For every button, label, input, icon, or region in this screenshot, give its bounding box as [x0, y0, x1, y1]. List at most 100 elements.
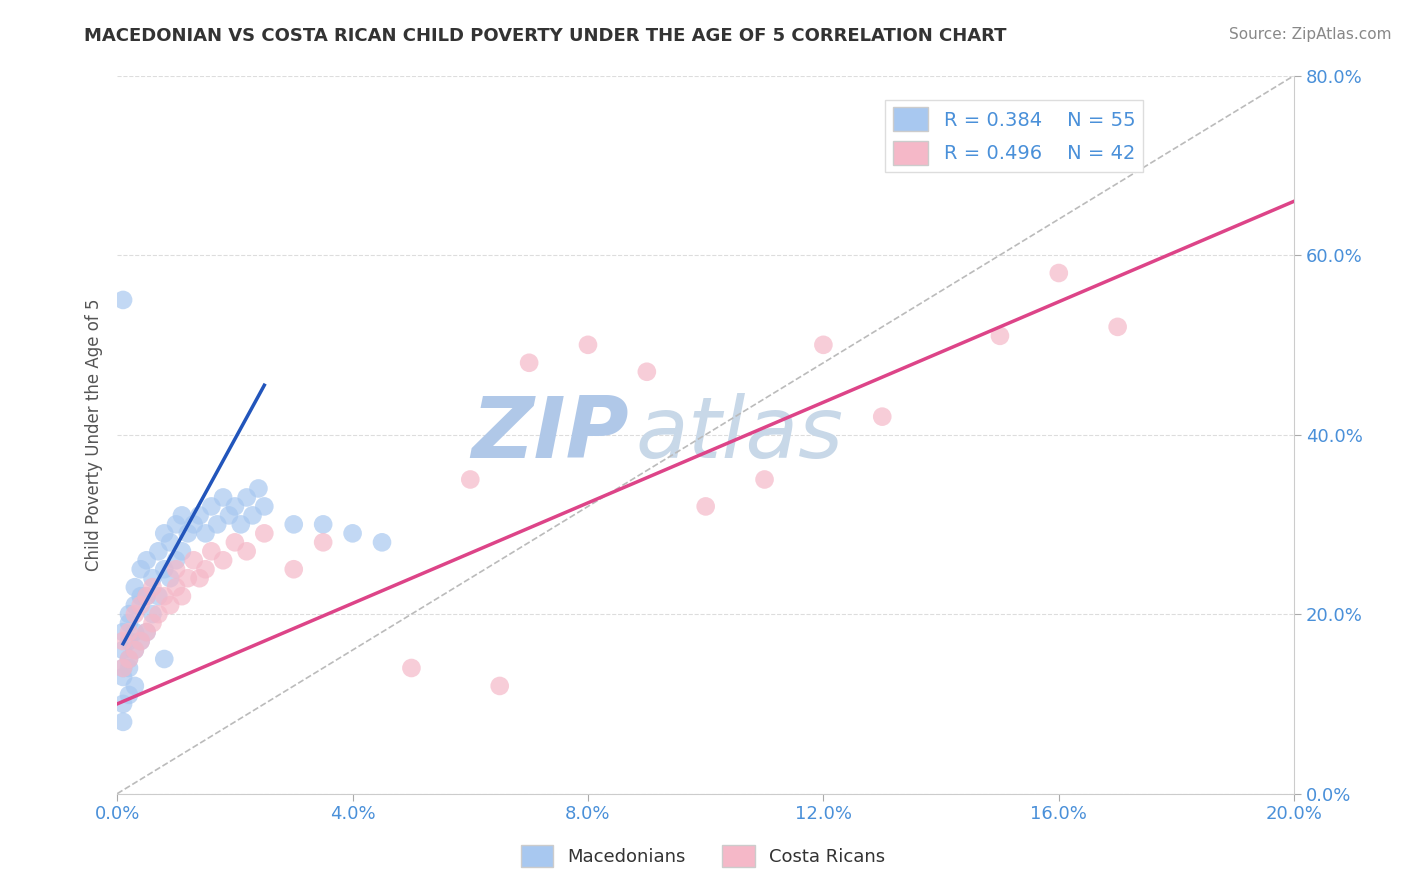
Point — [124, 598, 146, 612]
Point — [112, 697, 135, 711]
Point — [129, 589, 152, 603]
Point — [153, 589, 176, 603]
Point — [488, 679, 510, 693]
Point — [118, 625, 141, 640]
Point — [188, 508, 211, 523]
Point — [129, 562, 152, 576]
Point — [235, 491, 257, 505]
Point — [148, 607, 170, 621]
Point — [118, 616, 141, 631]
Point — [124, 580, 146, 594]
Point — [153, 562, 176, 576]
Point — [183, 517, 205, 532]
Point — [636, 365, 658, 379]
Point — [401, 661, 423, 675]
Point — [165, 553, 187, 567]
Point — [170, 589, 193, 603]
Point — [177, 526, 200, 541]
Point — [129, 598, 152, 612]
Point — [141, 607, 163, 621]
Point — [200, 500, 222, 514]
Point — [165, 517, 187, 532]
Point — [312, 535, 335, 549]
Point — [754, 473, 776, 487]
Point — [224, 500, 246, 514]
Point — [342, 526, 364, 541]
Point — [124, 625, 146, 640]
Point — [153, 526, 176, 541]
Point — [229, 517, 252, 532]
Point — [112, 670, 135, 684]
Point — [183, 553, 205, 567]
Point — [188, 571, 211, 585]
Point — [159, 535, 181, 549]
Point — [247, 482, 270, 496]
Point — [112, 661, 135, 675]
Point — [207, 517, 229, 532]
Text: atlas: atlas — [636, 393, 844, 476]
Point — [165, 580, 187, 594]
Point — [177, 571, 200, 585]
Point — [242, 508, 264, 523]
Point — [124, 643, 146, 657]
Point — [1107, 319, 1129, 334]
Point — [253, 500, 276, 514]
Point — [153, 652, 176, 666]
Point — [235, 544, 257, 558]
Point — [200, 544, 222, 558]
Point — [118, 652, 141, 666]
Point — [112, 661, 135, 675]
Point — [988, 329, 1011, 343]
Point — [112, 625, 135, 640]
Y-axis label: Child Poverty Under the Age of 5: Child Poverty Under the Age of 5 — [86, 298, 103, 571]
Point — [124, 679, 146, 693]
Point — [194, 562, 217, 576]
Point — [218, 508, 240, 523]
Point — [135, 625, 157, 640]
Point — [517, 356, 540, 370]
Point — [224, 535, 246, 549]
Point — [458, 473, 481, 487]
Point — [194, 526, 217, 541]
Point — [170, 544, 193, 558]
Text: Source: ZipAtlas.com: Source: ZipAtlas.com — [1229, 27, 1392, 42]
Point — [212, 491, 235, 505]
Point — [141, 580, 163, 594]
Point — [118, 688, 141, 702]
Point — [283, 562, 305, 576]
Point — [135, 625, 157, 640]
Text: ZIP: ZIP — [471, 393, 630, 476]
Point — [135, 553, 157, 567]
Point — [283, 517, 305, 532]
Point — [813, 338, 835, 352]
Point — [148, 589, 170, 603]
Point — [112, 293, 135, 307]
Point — [870, 409, 893, 424]
Point — [253, 526, 276, 541]
Point — [135, 589, 157, 603]
Legend: R = 0.384    N = 55, R = 0.496    N = 42: R = 0.384 N = 55, R = 0.496 N = 42 — [886, 100, 1143, 172]
Point — [576, 338, 599, 352]
Point — [112, 714, 135, 729]
Point — [165, 562, 187, 576]
Point — [159, 571, 181, 585]
Text: MACEDONIAN VS COSTA RICAN CHILD POVERTY UNDER THE AGE OF 5 CORRELATION CHART: MACEDONIAN VS COSTA RICAN CHILD POVERTY … — [84, 27, 1007, 45]
Point — [129, 634, 152, 648]
Point — [695, 500, 717, 514]
Point — [1047, 266, 1070, 280]
Point — [312, 517, 335, 532]
Point — [124, 607, 146, 621]
Point — [118, 652, 141, 666]
Point — [141, 571, 163, 585]
Point — [112, 643, 135, 657]
Point — [124, 643, 146, 657]
Point — [148, 544, 170, 558]
Point — [159, 598, 181, 612]
Point — [135, 589, 157, 603]
Legend: Macedonians, Costa Ricans: Macedonians, Costa Ricans — [513, 838, 893, 874]
Point — [129, 634, 152, 648]
Point — [170, 508, 193, 523]
Point — [141, 616, 163, 631]
Point — [212, 553, 235, 567]
Point — [371, 535, 394, 549]
